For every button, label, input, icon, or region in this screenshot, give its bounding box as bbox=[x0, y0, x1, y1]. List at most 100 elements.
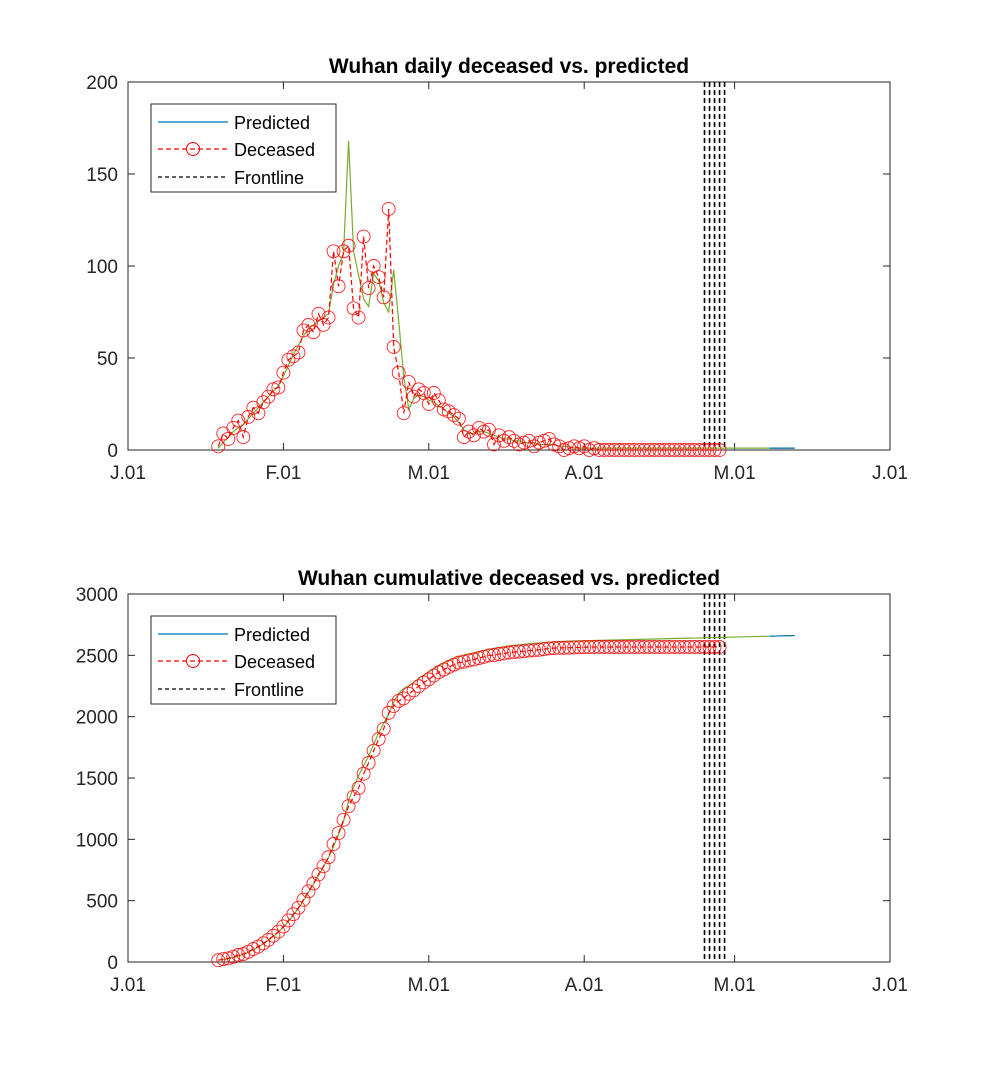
deceased-marker bbox=[537, 642, 552, 657]
legend-deceased-label: Deceased bbox=[234, 140, 315, 160]
legend-deceased-marker bbox=[186, 654, 200, 668]
deceased-marker bbox=[466, 428, 481, 443]
deceased-marker bbox=[642, 640, 657, 654]
deceased-marker bbox=[602, 443, 617, 457]
deceased-marker bbox=[366, 743, 381, 758]
deceased-marker bbox=[662, 640, 677, 654]
deceased-marker bbox=[306, 325, 321, 340]
deceased-marker bbox=[216, 952, 231, 967]
deceased-marker bbox=[386, 699, 401, 713]
deceased-marker bbox=[562, 640, 577, 655]
deceased-marker bbox=[321, 310, 336, 325]
deceased-marker bbox=[341, 238, 356, 253]
deceased-marker bbox=[712, 443, 727, 457]
deceased-marker bbox=[602, 640, 617, 654]
deceased-marker bbox=[356, 229, 371, 244]
deceased-marker bbox=[547, 641, 562, 656]
deceased-marker bbox=[346, 789, 361, 804]
deceased-marker bbox=[587, 640, 602, 654]
deceased-marker bbox=[702, 443, 717, 457]
deceased-marker bbox=[607, 443, 622, 457]
deceased-marker bbox=[446, 408, 461, 422]
legend-frontline-label: Frontline bbox=[234, 168, 304, 188]
deceased-marker bbox=[487, 648, 501, 663]
deceased-marker bbox=[406, 389, 421, 404]
deceased-marker bbox=[597, 443, 612, 457]
deceased-marker bbox=[502, 645, 516, 660]
legend-frontline-label: Frontline bbox=[234, 680, 304, 700]
y-tick-label: 2000 bbox=[76, 708, 118, 729]
legend bbox=[150, 615, 337, 705]
deceased-marker bbox=[567, 640, 582, 655]
deceased-marker bbox=[466, 652, 481, 667]
deceased-marker bbox=[597, 640, 612, 654]
deceased-marker bbox=[316, 317, 331, 332]
deceased-marker bbox=[371, 270, 386, 284]
deceased-marker bbox=[607, 640, 622, 654]
deceased-marker bbox=[256, 395, 271, 410]
deceased-marker bbox=[692, 640, 707, 654]
deceased-marker bbox=[326, 244, 341, 259]
deceased-marker bbox=[712, 640, 727, 654]
deceased-marker bbox=[637, 640, 652, 654]
deceased-marker bbox=[271, 380, 286, 395]
x-tick-label: M.01 bbox=[408, 975, 450, 996]
deceased-marker bbox=[647, 443, 662, 457]
deceased-marker bbox=[461, 653, 476, 668]
x-tick-label: A.01 bbox=[565, 975, 604, 996]
deceased-marker bbox=[336, 244, 351, 259]
deceased-marker bbox=[291, 345, 306, 360]
deceased-marker bbox=[381, 202, 396, 216]
deceased-marker bbox=[682, 443, 697, 457]
deceased-marker bbox=[497, 433, 511, 448]
deceased-marker bbox=[476, 649, 491, 664]
predicted-line-tail bbox=[769, 634, 795, 637]
legend bbox=[150, 103, 337, 193]
deceased-marker bbox=[707, 640, 722, 654]
deceased-marker bbox=[552, 439, 567, 454]
deceased-marker bbox=[396, 406, 411, 421]
deceased-marker bbox=[411, 679, 426, 694]
x-tick-label: J.01 bbox=[110, 463, 146, 484]
deceased-marker bbox=[552, 640, 567, 655]
deceased-marker bbox=[592, 640, 607, 654]
deceased-marker bbox=[532, 642, 547, 657]
x-tick-label: M.01 bbox=[713, 463, 755, 484]
deceased-marker bbox=[346, 301, 361, 316]
deceased-marker bbox=[316, 859, 331, 874]
y-tick-label: 0 bbox=[107, 953, 118, 974]
y-tick-label: 500 bbox=[86, 892, 118, 913]
deceased-marker bbox=[376, 721, 391, 736]
deceased-marker bbox=[632, 640, 647, 654]
deceased-marker bbox=[211, 439, 226, 454]
deceased-marker bbox=[657, 640, 672, 654]
deceased-marker bbox=[211, 953, 226, 968]
deceased-marker bbox=[236, 430, 251, 445]
deceased-marker bbox=[386, 340, 401, 354]
axes-cumulative bbox=[127, 593, 891, 968]
deceased-marker bbox=[582, 640, 597, 655]
deceased-marker bbox=[451, 411, 466, 426]
deceased-marker bbox=[517, 644, 531, 659]
deceased-marker bbox=[677, 640, 692, 654]
deceased-marker bbox=[431, 393, 446, 408]
deceased-marker bbox=[557, 640, 572, 655]
chart-title: Wuhan cumulative deceased vs. predicted bbox=[298, 567, 720, 590]
deceased-marker bbox=[542, 432, 557, 446]
legend-predicted-label: Predicted bbox=[234, 113, 310, 133]
deceased-marker bbox=[687, 443, 702, 457]
deceased-marker bbox=[637, 443, 652, 457]
x-tick-label: F.01 bbox=[265, 463, 301, 484]
deceased-marker bbox=[306, 876, 321, 891]
x-tick-label: F.01 bbox=[265, 975, 301, 996]
deceased-marker bbox=[311, 867, 326, 882]
deceased-marker bbox=[542, 641, 557, 656]
deceased-marker bbox=[456, 654, 471, 669]
deceased-marker bbox=[672, 640, 687, 654]
deceased-marker bbox=[266, 928, 281, 943]
deceased-marker bbox=[336, 812, 351, 827]
deceased-marker bbox=[677, 443, 692, 457]
deceased-marker bbox=[256, 936, 271, 951]
deceased-marker bbox=[276, 365, 291, 380]
deceased-marker bbox=[657, 443, 672, 457]
